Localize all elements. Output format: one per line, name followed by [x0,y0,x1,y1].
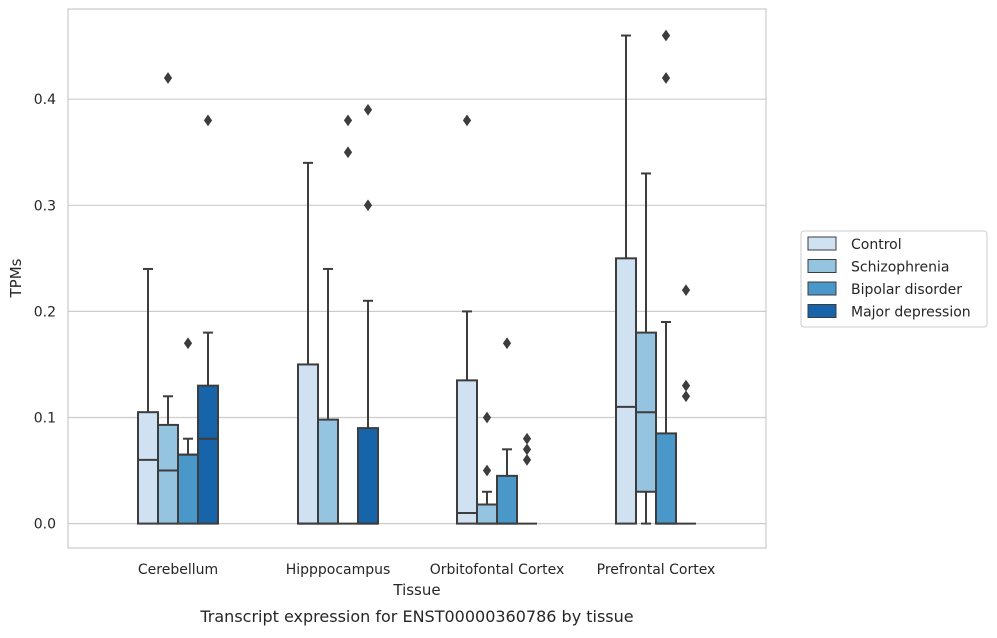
y-tick-label: 0.0 [34,517,56,533]
box-prefrontal-cortex-schizophrenia [635,172,657,525]
box-orbitofontal-cortex-bipolar-disorder [496,337,518,525]
outlier-point [502,337,512,350]
outlier-point [681,284,691,297]
outlier-point [522,432,532,445]
box-body [615,257,637,525]
box-hipppocampus-bipolar-disorder [338,114,358,525]
outlier-point [183,337,193,350]
y-tick-label: 0.4 [34,92,56,108]
box-body [496,474,518,525]
legend-frame [800,230,988,328]
outlier-point [343,114,353,127]
legend-swatch [807,281,837,296]
legend-label: Major depression [851,305,971,321]
outlier-point [482,411,492,424]
legend-label: Control [851,237,902,253]
box-prefrontal-cortex-bipolar-disorder [655,29,677,525]
outlier-point [343,146,353,159]
outlier-point [681,390,691,403]
box-body [177,453,199,525]
box-orbitofontal-cortex-control [456,114,478,525]
x-tick-label: Hipppocampus [286,562,391,578]
box-body [655,432,677,525]
box-body [137,411,159,525]
outlier-point [681,379,691,392]
outlier-point [363,199,373,212]
outlier-point [203,114,213,127]
box-layer [137,29,696,525]
box-hipppocampus-major-depression [357,103,379,525]
legend: Control Schizophrenia Bipolar disorder Majo… [800,230,988,328]
outlier-point [661,72,671,84]
outlier-point [522,443,532,456]
x-tick-label: Orbitofontal Cortex [430,562,565,578]
legend-swatch [807,259,837,273]
figure-caption: Transcript expression for ENST0000036078… [199,607,633,626]
box-cerebellum-major-depression [197,114,219,525]
box-cerebellum-control [137,267,159,525]
box-hipppocampus-schizophrenia [317,267,339,525]
box-prefrontal-cortex-major-depression [676,284,696,525]
legend-label: Bipolar disorder [851,282,962,298]
box-body [456,379,478,525]
box-orbitofontal-cortex-major-depression [517,432,537,525]
outlier-point [482,464,492,477]
box-body [157,423,179,525]
axis-layer: 0.0 0.1 0.2 0.3 0.4 Cerebellum Hipppocampus Orb… [34,92,716,578]
outlier-point [661,29,671,42]
box-body [476,503,498,525]
legend-label: Schizophrenia [851,260,949,276]
box-body [297,363,319,525]
outlier-point [462,114,472,127]
outlier-point [363,103,373,116]
outlier-point [522,454,532,466]
legend-swatch [807,304,837,318]
x-axis-label: Tissue [392,581,440,599]
box-body [197,384,219,525]
legend-swatch [807,236,837,251]
x-tick-label: Prefrontal Cortex [597,562,716,578]
plot-area-frame [67,8,767,549]
y-tick-label: 0.3 [34,198,56,214]
y-tick-label: 0.1 [34,410,56,426]
outlier-point [163,72,173,84]
y-tick-label: 0.2 [34,304,56,320]
box-body [357,427,379,525]
y-axis-label: TPMs [7,258,25,298]
box-body [317,418,339,525]
x-tick-label: Cerebellum [138,562,218,578]
